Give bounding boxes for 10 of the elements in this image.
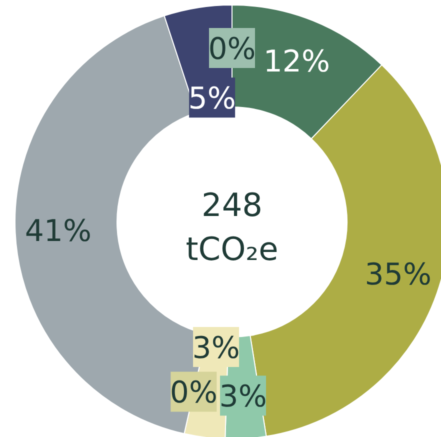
data-label: 3% — [219, 379, 267, 414]
data-label: 3% — [192, 330, 240, 366]
data-label: 12% — [263, 44, 330, 80]
text: 0% — [170, 376, 218, 411]
text: 248 — [201, 186, 263, 224]
text: tCO₂e — [186, 230, 278, 268]
data-label: 41% — [24, 214, 92, 250]
data-label: 35% — [364, 257, 432, 292]
text: 0% — [208, 32, 256, 67]
data-label: 5% — [188, 81, 236, 116]
